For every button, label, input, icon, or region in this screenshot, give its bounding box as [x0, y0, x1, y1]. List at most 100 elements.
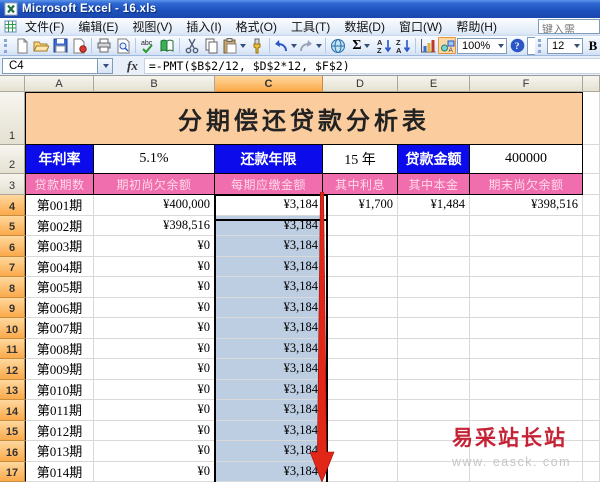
cell-C8[interactable]: ¥3,184 [215, 277, 323, 298]
open-icon[interactable] [32, 37, 50, 54]
cell-E5[interactable] [398, 215, 470, 236]
cell-E7[interactable] [398, 256, 470, 277]
cell-D6[interactable] [323, 236, 398, 257]
column-header-F[interactable]: F [470, 76, 583, 92]
cell-F9[interactable] [470, 297, 583, 318]
cell-E12[interactable] [398, 359, 470, 380]
cell-D2[interactable]: 15 年 [323, 145, 398, 174]
cell-G7[interactable] [583, 256, 600, 277]
cell-D17[interactable] [323, 461, 398, 482]
toolbar-grip[interactable] [4, 38, 10, 53]
column-header-A[interactable]: A [25, 76, 94, 92]
menu-4[interactable]: 插入(I) [186, 20, 222, 34]
cell-C14[interactable]: ¥3,184 [215, 400, 323, 421]
cell-G9[interactable] [583, 297, 600, 318]
cell-C7[interactable]: ¥3,184 [215, 256, 323, 277]
drawing-icon[interactable]: A [438, 37, 456, 54]
column-header-B[interactable]: B [94, 76, 215, 92]
cell-D5[interactable] [323, 215, 398, 236]
cell-G16[interactable] [583, 441, 600, 462]
zoom-combobox[interactable]: 100% [457, 37, 507, 54]
format-painter-icon[interactable] [248, 37, 266, 54]
autosum-icon[interactable]: Σ [348, 37, 374, 54]
cell-E4[interactable]: ¥1,484 [398, 195, 470, 216]
select-all-corner[interactable] [0, 76, 25, 92]
spelling-icon[interactable]: abc [139, 37, 157, 54]
new-document-icon[interactable] [13, 37, 31, 54]
cell-E13[interactable] [398, 379, 470, 400]
row-header-10[interactable]: 10 [0, 318, 25, 339]
menu-1[interactable]: 文件(F) [25, 20, 65, 34]
research-icon[interactable] [158, 37, 176, 54]
help-icon[interactable]: ? [508, 37, 526, 54]
cell-A11[interactable]: 第008期 [25, 338, 94, 359]
cell-E16[interactable] [398, 441, 470, 462]
row-header-8[interactable]: 8 [0, 277, 25, 298]
cell-A7[interactable]: 第004期 [25, 256, 94, 277]
cell-B5[interactable]: ¥398,516 [94, 215, 215, 236]
cell-G13[interactable] [583, 379, 600, 400]
cell-B16[interactable]: ¥0 [94, 441, 215, 462]
paste-icon[interactable] [221, 37, 247, 54]
formatting-toolbar-grip[interactable] [538, 38, 544, 53]
cell-C16[interactable]: ¥3,184 [215, 441, 323, 462]
cell-A15[interactable]: 第012期 [25, 420, 94, 441]
cell-C9[interactable]: ¥3,184 [215, 297, 323, 318]
cell-B14[interactable]: ¥0 [94, 400, 215, 421]
insert-hyperlink-icon[interactable] [329, 37, 347, 54]
cell-E17[interactable] [398, 461, 470, 482]
column-header-partial[interactable] [583, 76, 600, 92]
cell-A8[interactable]: 第005期 [25, 277, 94, 298]
cell-B6[interactable]: ¥0 [94, 236, 215, 257]
row-header-3[interactable]: 3 [0, 174, 25, 195]
cell-B7[interactable]: ¥0 [94, 256, 215, 277]
cell-B13[interactable]: ¥0 [94, 379, 215, 400]
font-name-combobox-partial[interactable] [527, 36, 535, 55]
cell-C3[interactable]: 每期应缴金额 [215, 174, 323, 195]
cell-C2[interactable]: 还款年限 [215, 145, 323, 174]
cell-C12[interactable]: ¥3,184 [215, 359, 323, 380]
cell-E2[interactable]: 贷款金额 [398, 145, 470, 174]
print-icon[interactable] [95, 37, 113, 54]
cell-F6[interactable] [470, 236, 583, 257]
cell-G8[interactable] [583, 277, 600, 298]
cell-A14[interactable]: 第011期 [25, 400, 94, 421]
menu-8[interactable]: 窗口(W) [398, 20, 443, 34]
cell-D8[interactable] [323, 277, 398, 298]
cell-E8[interactable] [398, 277, 470, 298]
cell-A2[interactable]: 年利率 [25, 145, 94, 174]
cell-A17[interactable]: 第014期 [25, 461, 94, 482]
cell-G5[interactable] [583, 215, 600, 236]
cell-A9[interactable]: 第006期 [25, 297, 94, 318]
cell-F15[interactable] [470, 420, 583, 441]
row-header-9[interactable]: 9 [0, 297, 25, 318]
chart-wizard-icon[interactable] [419, 37, 437, 54]
cell-D7[interactable] [323, 256, 398, 277]
row-header-5[interactable]: 5 [0, 215, 25, 236]
cell-B9[interactable]: ¥0 [94, 297, 215, 318]
cell-C6[interactable]: ¥3,184 [215, 236, 323, 257]
cell-F12[interactable] [470, 359, 583, 380]
cell-C5[interactable]: ¥3,184 [215, 215, 323, 236]
cell-G10[interactable] [583, 318, 600, 339]
cell-D10[interactable] [323, 318, 398, 339]
save-icon[interactable] [51, 37, 69, 54]
cell-G17[interactable] [583, 461, 600, 482]
cell-C10[interactable]: ¥3,184 [215, 318, 323, 339]
cell-G14[interactable] [583, 400, 600, 421]
cell-C11[interactable]: ¥3,184 [215, 338, 323, 359]
cell-E14[interactable] [398, 400, 470, 421]
cut-icon[interactable] [183, 37, 201, 54]
font-size-combobox[interactable]: 12 [547, 37, 583, 54]
cell-G2[interactable] [583, 145, 600, 174]
cell-B8[interactable]: ¥0 [94, 277, 215, 298]
cell-F3[interactable]: 期末尚欠余额 [470, 174, 583, 195]
menu-5[interactable]: 格式(O) [235, 20, 277, 34]
row-header-1[interactable]: 1 [0, 92, 25, 145]
cell-F5[interactable] [470, 215, 583, 236]
cell-C4[interactable]: ¥3,184 [215, 195, 323, 216]
cell-G6[interactable] [583, 236, 600, 257]
cell-G12[interactable] [583, 359, 600, 380]
